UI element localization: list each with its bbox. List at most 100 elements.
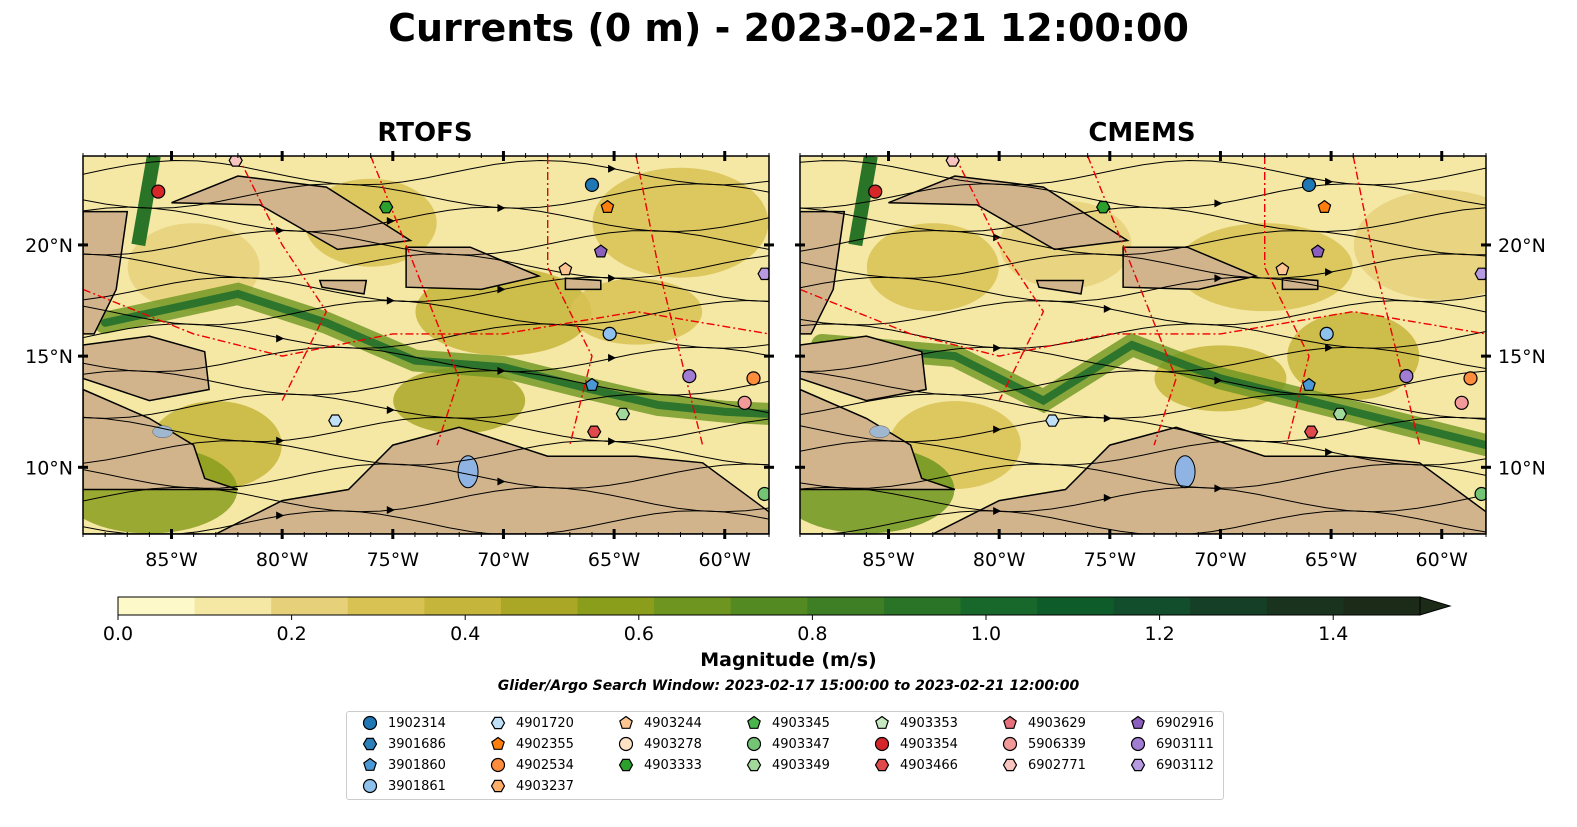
float-marker-3901861 [602,326,617,341]
colorbar-extend-arrow [1419,596,1452,616]
lon-tick-label: 65°W [588,549,641,571]
eez-boundary [800,288,1486,357]
colorbar-segment [1037,597,1115,615]
legend-label: 5906339 [1028,736,1086,752]
circle-marker-icon [874,736,890,752]
hexagon-marker-icon [362,737,378,751]
streamline [800,253,1486,279]
lat-tick-label: 15°N [25,346,73,368]
hexagon-marker-icon [490,779,506,793]
streamline [800,463,1486,489]
legend-item-3901686: 3901686 [361,734,446,754]
legend-label: 4903237 [516,778,574,794]
streamline [83,253,769,279]
legend-item-6903112: 6903112 [1129,755,1214,775]
lat-tick-label: 10°N [1498,457,1546,479]
current-eddy [592,167,769,278]
lon-tick-label: 80°W [973,549,1026,571]
lon-tick-label: 75°W [367,549,420,571]
legend-label: 6902771 [1028,757,1086,773]
streamline-arrow [1325,343,1334,352]
float-marker-4902355 [600,199,615,213]
yucatan-current [131,156,161,247]
float-marker-4903333 [379,200,394,214]
colorbar-segment [577,597,655,615]
float-marker-4903354 [151,184,166,199]
colorbar-frame [117,596,1421,616]
pentagon-marker-icon [747,715,761,729]
figure-title: Currents (0 m) - 2023-02-21 12:00:00 [388,6,1189,50]
land-cuba [171,175,413,251]
streamline-arrow [1214,199,1223,208]
float-marker-1902314 [584,177,600,193]
streamline-arrow [386,505,395,514]
pentagon-marker-icon [363,757,377,771]
legend-item-6903111: 6903111 [1129,734,1214,754]
streamline [800,416,1486,443]
colorbar-segment [500,597,579,615]
streamline [83,346,769,373]
land-yucatan [800,210,846,335]
legend-label: 3901861 [388,778,446,794]
land-honduras [83,335,210,402]
streamline [800,229,1486,256]
float-marker-4903349 [615,407,631,421]
legend-item-4903354: 4903354 [873,734,958,754]
colorbar-segment [654,597,732,615]
float-marker-4903244 [558,262,573,276]
main-current-core [818,340,1486,450]
legend-label: 4901720 [516,715,574,731]
legend-item-3901861: 3901861 [361,776,446,796]
streamline-arrow [1214,484,1223,493]
map-frame [82,155,770,535]
colorbar-segment [118,597,196,615]
streamline [83,416,769,443]
float-marker-6902771 [945,156,960,167]
legend-label: 4903349 [772,757,830,773]
streamline [800,486,1486,513]
streamline-arrow [1214,376,1223,385]
streamline [83,370,769,396]
float-marker-3901860 [585,377,599,391]
pentagon-marker-icon [875,715,889,729]
panel-title-rtofs: RTOFS [377,118,473,148]
legend-item-6902916: 6902916 [1129,713,1214,733]
colorbar-segment [730,597,808,615]
streamline-arrow [276,436,285,445]
circle-marker-icon [1130,736,1146,752]
float-marker-6903111 [1399,369,1414,384]
colorbar-tick-label: 0.0 [103,623,133,645]
streamline [83,206,769,233]
legend-item-4903345: 4903345 [745,713,830,733]
streamline-arrow [1325,177,1334,186]
circle-marker-icon [1002,736,1018,752]
legend-label: 4903244 [644,715,702,731]
legend-item-4902355: 4902355 [489,734,574,754]
legend-label: 4902534 [516,757,574,773]
streamline-arrow [993,425,1002,434]
hexagon-marker-icon [618,758,634,772]
colorbar-segment [424,597,502,615]
legend-item-4902534: 4902534 [489,755,574,775]
main-current-core [101,289,769,418]
streamline-arrow [1325,268,1334,277]
streamline-arrow [1103,414,1112,423]
colorbar-segment [1266,597,1344,615]
search-window-caption: Glider/Argo Search Window: 2023-02-17 15… [497,678,1080,694]
float-marker-6903111 [682,369,697,384]
lon-tick-label: 70°W [1194,549,1247,571]
float-marker-4902355 [1317,199,1332,213]
streamline [83,299,769,326]
current-eddy [1353,189,1486,300]
colorbar-segment [194,597,272,615]
streamline-arrow [1103,304,1112,313]
eez-boundary [1264,156,1310,446]
streamline-arrow [993,233,1002,242]
streamline [83,463,769,489]
lake-nicaragua [869,425,890,438]
land-jamaica [318,279,368,295]
circle-marker-icon [362,778,378,794]
streamline [83,276,769,303]
float-marker-3901861 [1319,326,1334,341]
hexagon-marker-icon [1130,758,1146,772]
